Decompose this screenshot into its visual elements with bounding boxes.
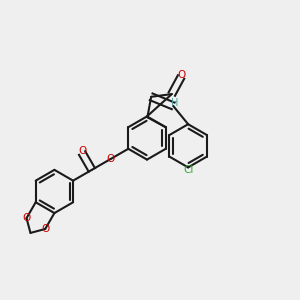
Text: O: O: [22, 213, 31, 223]
Text: H: H: [171, 98, 178, 108]
Text: O: O: [41, 224, 49, 234]
Text: O: O: [106, 154, 115, 164]
Text: Cl: Cl: [183, 165, 193, 175]
Text: O: O: [177, 70, 185, 80]
Text: O: O: [78, 146, 86, 156]
